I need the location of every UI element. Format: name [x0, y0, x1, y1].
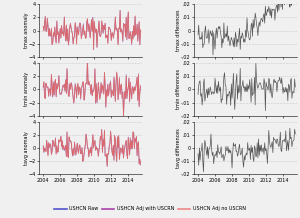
Y-axis label: tmin anomaly: tmin anomaly — [24, 72, 29, 106]
Y-axis label: tmax anomaly: tmax anomaly — [24, 13, 29, 48]
Y-axis label: tavg differences: tavg differences — [176, 128, 181, 168]
Y-axis label: tmax differences: tmax differences — [176, 10, 181, 51]
Y-axis label: tmin differences: tmin differences — [176, 69, 181, 109]
Legend: USHCN Raw, USHCN Adj with USCRN, USHCN Adj no USCRN: USHCN Raw, USHCN Adj with USCRN, USHCN A… — [52, 204, 247, 213]
Y-axis label: tavg anomaly: tavg anomaly — [24, 131, 29, 165]
